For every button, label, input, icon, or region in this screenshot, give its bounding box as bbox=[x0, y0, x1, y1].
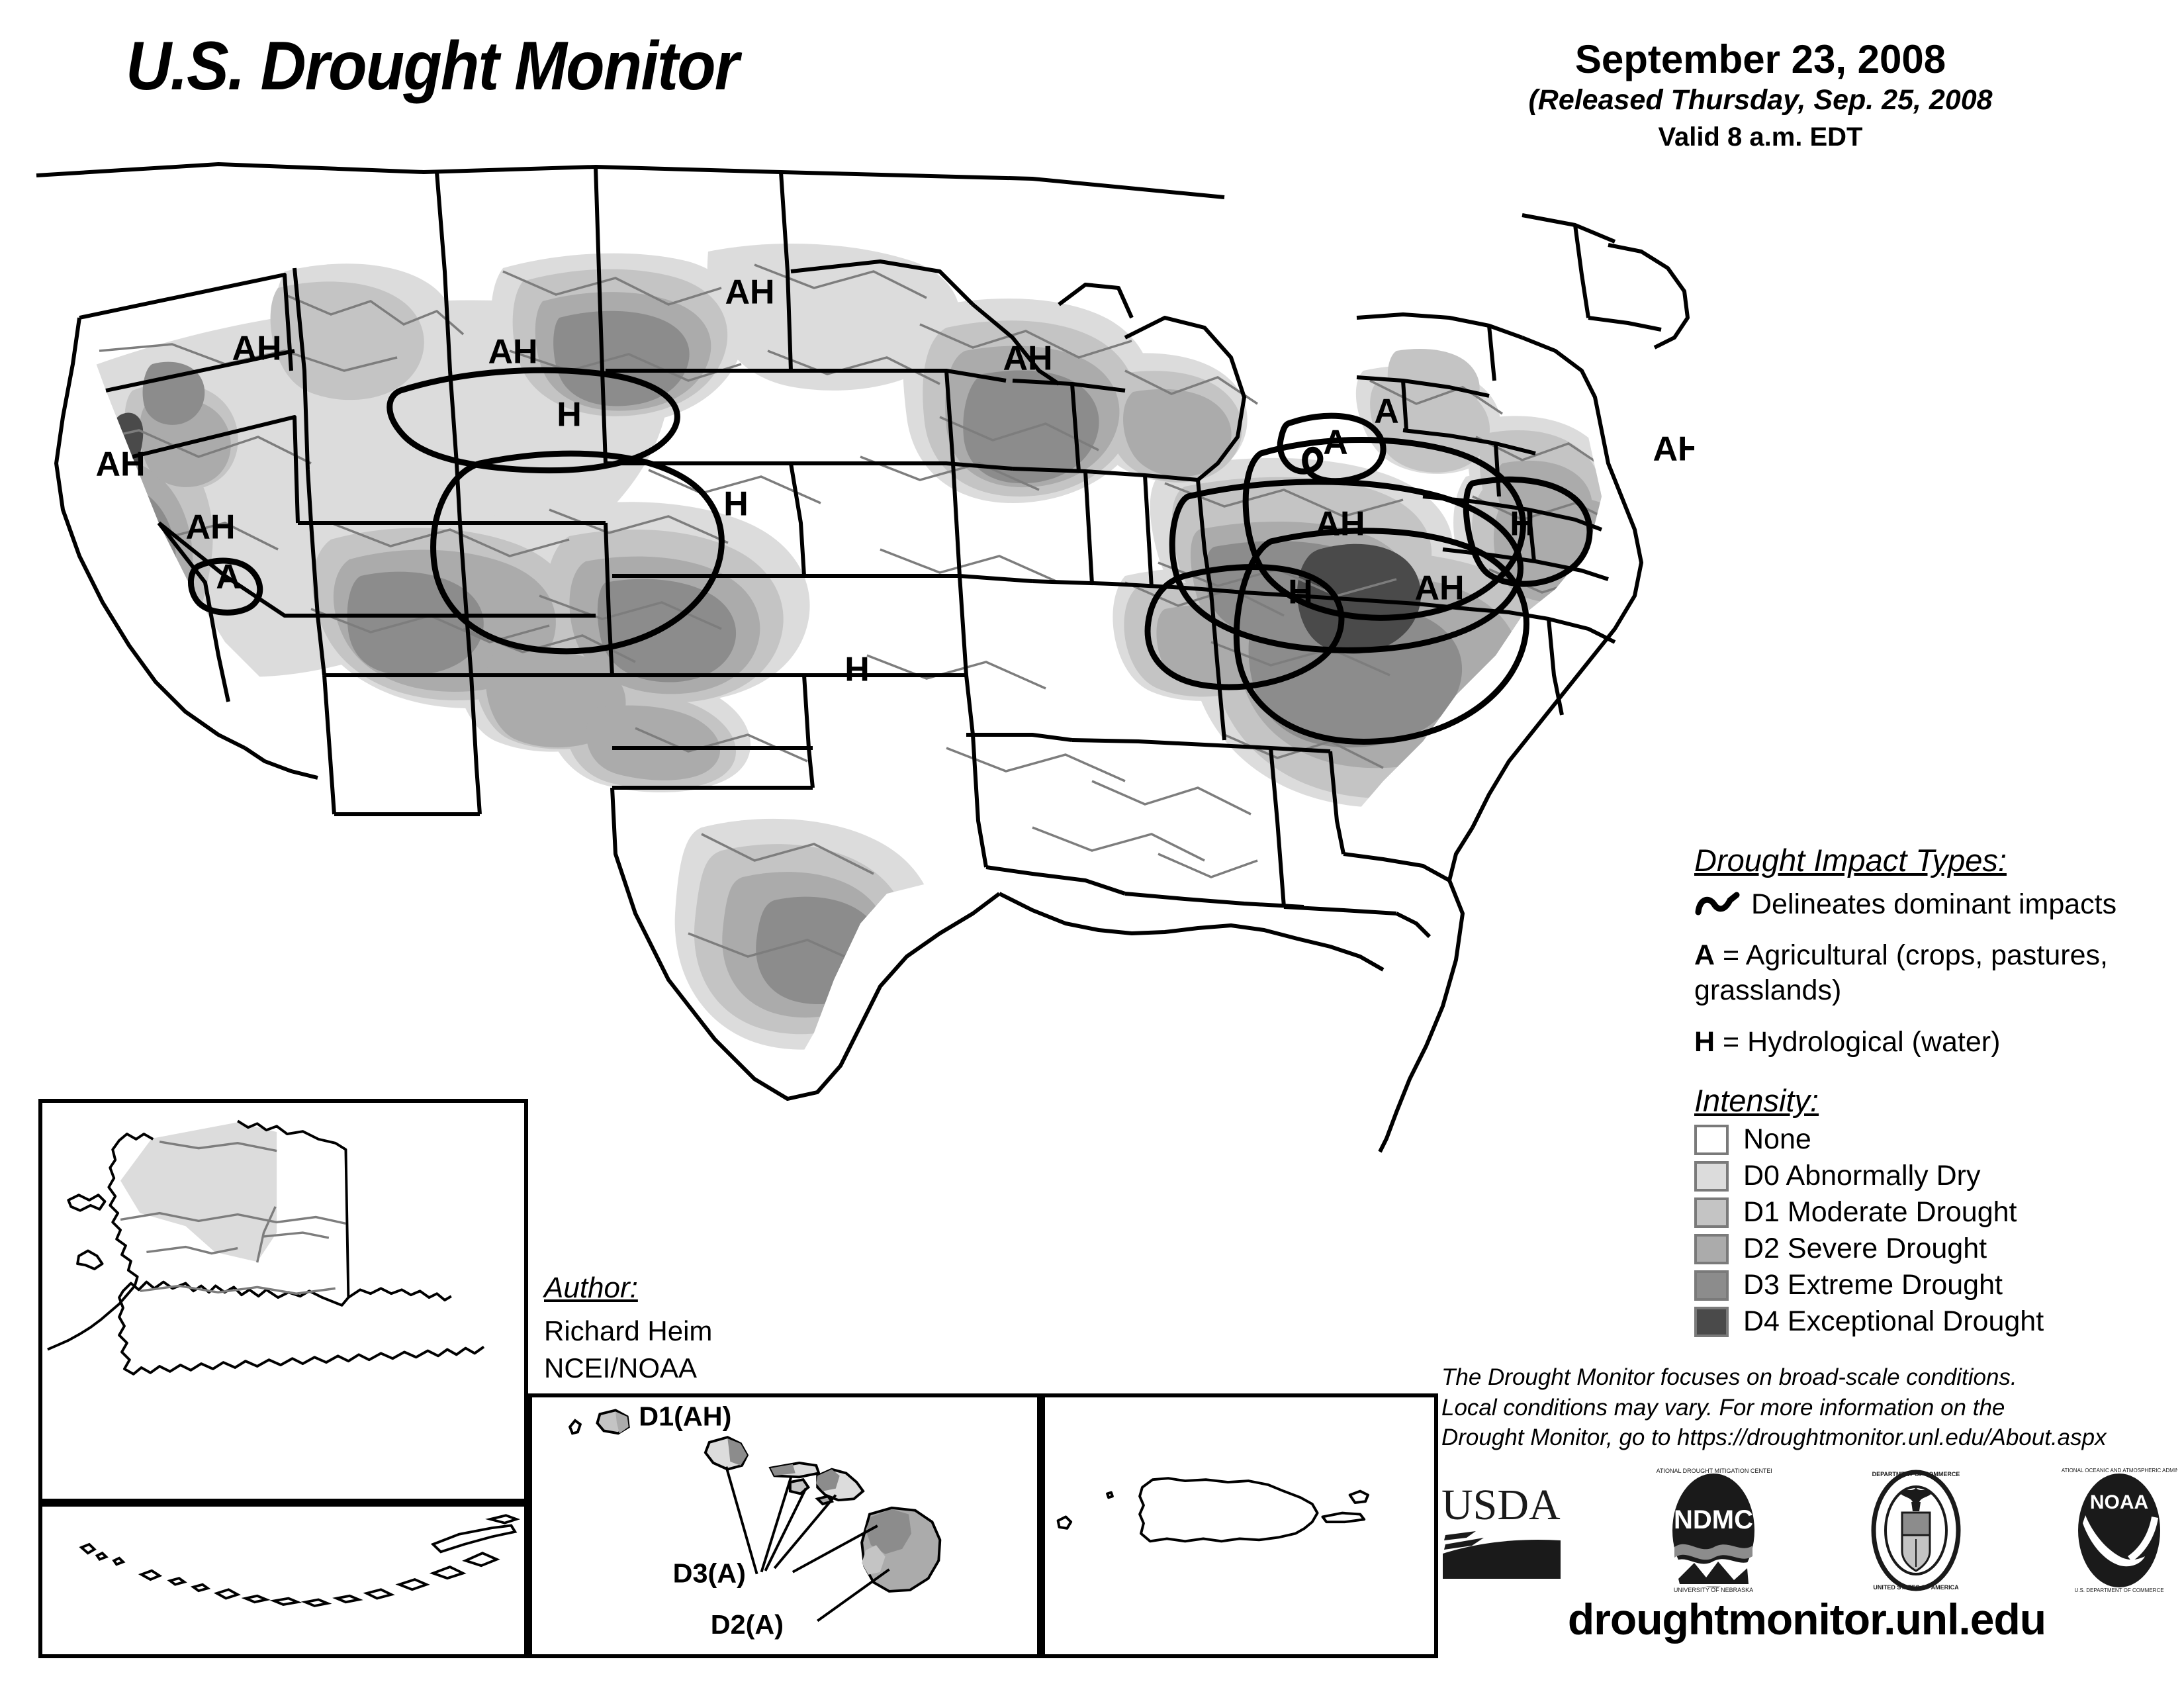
impact-types-heading: Drought Impact Types: bbox=[1694, 843, 2007, 878]
legend-label-d2: D2 Severe Drought bbox=[1743, 1233, 1987, 1265]
legend-label-d0: D0 Abnormally Dry bbox=[1743, 1160, 1981, 1192]
map-label: AH bbox=[95, 445, 145, 484]
valid-time: Valid 8 a.m. EDT bbox=[1658, 122, 1863, 152]
svg-text:UNITED STATES OF AMERICA: UNITED STATES OF AMERICA bbox=[1874, 1584, 1960, 1591]
ndmc-logo: NDMC NATIONAL DROUGHT MITIGATION CENTER … bbox=[1656, 1468, 1772, 1593]
swatch-d1 bbox=[1694, 1197, 1729, 1228]
svg-text:U.S. DEPARTMENT OF COMMERCE: U.S. DEPARTMENT OF COMMERCE bbox=[2074, 1587, 2163, 1593]
intensity-heading: Intensity: bbox=[1694, 1082, 1819, 1118]
agricultural-definition: A = Agricultural (crops, pastures, grass… bbox=[1694, 938, 2171, 1008]
svg-text:DEPARTMENT OF COMMERCE: DEPARTMENT OF COMMERCE bbox=[1872, 1471, 1960, 1477]
map-date: September 23, 2008 bbox=[1574, 37, 1946, 81]
map-label: H bbox=[1288, 573, 1313, 612]
disclaimer-text: The Drought Monitor focuses on broad-sca… bbox=[1441, 1362, 2176, 1453]
map-label: H bbox=[844, 651, 870, 689]
legend-panel: Drought Impact Types: Delineates dominan… bbox=[1694, 842, 2171, 1338]
map-label: A bbox=[1374, 393, 1399, 431]
author-name: Richard Heim bbox=[544, 1315, 713, 1346]
legend-item-d0[interactable]: D0 Abnormally Dry bbox=[1694, 1160, 2171, 1192]
map-label: H bbox=[1510, 505, 1535, 543]
author-heading: Author: bbox=[544, 1272, 638, 1304]
map-label: AH bbox=[185, 508, 235, 547]
puerto-rico-inset[interactable] bbox=[1041, 1393, 1438, 1658]
hydrological-definition: H = Hydrological (water) bbox=[1694, 1025, 2171, 1059]
svg-text:NATIONAL DROUGHT MITIGATION CE: NATIONAL DROUGHT MITIGATION CENTER bbox=[1656, 1468, 1772, 1474]
legend-item-none[interactable]: None bbox=[1694, 1123, 2171, 1156]
map-label: AH bbox=[1414, 569, 1464, 608]
conus-drought-map[interactable]: AH AH AH AH H AH AH H A A AH A AH H H AH… bbox=[0, 152, 1694, 1317]
squiggle-icon bbox=[1695, 892, 1740, 915]
legend-label-none: None bbox=[1743, 1123, 1811, 1156]
usda-logo: USDA bbox=[1441, 1481, 1561, 1579]
disclaimer-line-3: Drought Monitor, go to https://droughtmo… bbox=[1441, 1425, 2107, 1450]
swatch-d0 bbox=[1694, 1160, 1729, 1192]
svg-text:NOAA: NOAA bbox=[2090, 1491, 2148, 1513]
disclaimer-line-2: Local conditions may vary. For more info… bbox=[1441, 1394, 2005, 1421]
map-label: AH bbox=[725, 273, 774, 312]
hydrological-text: = Hydrological (water) bbox=[1715, 1026, 2001, 1058]
author-organization: NCEI/NOAA bbox=[544, 1352, 698, 1384]
alaska-d0-region bbox=[120, 1122, 277, 1262]
legend-item-d2[interactable]: D2 Severe Drought bbox=[1694, 1233, 2171, 1265]
author-block: Author: Richard Heim NCEI/NOAA bbox=[544, 1271, 915, 1387]
map-label: H bbox=[723, 485, 749, 524]
legend-item-d3[interactable]: D3 Extreme Drought bbox=[1694, 1269, 2171, 1301]
map-label: AH bbox=[1315, 505, 1365, 543]
swatch-d2 bbox=[1694, 1233, 1729, 1264]
hawaii-inset[interactable]: D1(AH) D3(A) D2(A) bbox=[528, 1393, 1041, 1658]
state-boundaries bbox=[36, 162, 1690, 1153]
svg-text:NATIONAL OCEANIC AND ATMOSPHER: NATIONAL OCEANIC AND ATMOSPHERIC ADMIN. bbox=[2062, 1468, 2177, 1474]
map-impact-labels: AH AH AH AH H AH AH H A A AH A AH H H AH… bbox=[95, 273, 1694, 689]
squiggle-legend-label: Delineates dominant impacts bbox=[1751, 888, 2117, 921]
svg-text:NDMC: NDMC bbox=[1674, 1505, 1753, 1534]
legend-label-d1: D1 Moderate Drought bbox=[1743, 1196, 2017, 1229]
website-url[interactable]: droughtmonitor.unl.edu bbox=[1567, 1595, 2046, 1644]
agricultural-key: A bbox=[1694, 939, 1715, 972]
date-block: September 23, 2008 (Released Thursday, S… bbox=[1476, 38, 2045, 152]
squiggle-legend-row: Delineates dominant impacts bbox=[1694, 888, 2171, 921]
map-label: AH bbox=[488, 333, 537, 371]
svg-text:USDA: USDA bbox=[1441, 1481, 1561, 1529]
agricultural-text: = Agricultural (crops, pastures, grassla… bbox=[1694, 939, 2108, 1006]
aleutian-islands-inset[interactable] bbox=[38, 1503, 528, 1658]
release-date: (Released Thursday, Sep. 25, 2008 bbox=[1528, 84, 1993, 116]
legend-label-d3: D3 Extreme Drought bbox=[1743, 1269, 2003, 1301]
svg-text:UNIVERSITY OF NEBRASKA: UNIVERSITY OF NEBRASKA bbox=[1673, 1587, 1752, 1593]
disclaimer-line-1: The Drought Monitor focuses on broad-sca… bbox=[1441, 1364, 2017, 1390]
legend-label-d4: D4 Exceptional Drought bbox=[1743, 1305, 2044, 1338]
map-label: A bbox=[1323, 424, 1348, 462]
legend-item-d4[interactable]: D4 Exceptional Drought bbox=[1694, 1305, 2171, 1338]
hawaii-label-d1: D1(AH) bbox=[639, 1401, 731, 1432]
hawaii-leader-lines bbox=[725, 1466, 890, 1622]
alaska-inset[interactable] bbox=[38, 1099, 528, 1503]
map-label: AH bbox=[1653, 430, 1694, 469]
hawaii-label-d3: D3(A) bbox=[673, 1558, 746, 1589]
noaa-logo: NOAA NATIONAL OCEANIC AND ATMOSPHERIC AD… bbox=[2062, 1468, 2177, 1593]
map-label: AH bbox=[1003, 340, 1052, 378]
impact-delineation-contours bbox=[187, 367, 1593, 745]
swatch-d3 bbox=[1694, 1270, 1729, 1301]
swatch-d4 bbox=[1694, 1306, 1729, 1337]
map-label: A bbox=[216, 558, 241, 596]
logo-row: USDA NDMC NATIONAL DROUGHT MITIGATION CE… bbox=[1436, 1464, 2177, 1597]
page-title: U.S. Drought Monitor bbox=[126, 28, 739, 105]
map-label: H bbox=[557, 396, 582, 434]
legend-item-d1[interactable]: D1 Moderate Drought bbox=[1694, 1196, 2171, 1229]
swatch-none bbox=[1694, 1124, 1729, 1155]
map-label: AH bbox=[232, 330, 281, 368]
doc-seal: DEPARTMENT OF COMMERCE UNITED STATES OF … bbox=[1871, 1470, 1961, 1591]
hawaii-label-d2: D2(A) bbox=[711, 1609, 784, 1640]
hydrological-key: H bbox=[1694, 1026, 1715, 1058]
